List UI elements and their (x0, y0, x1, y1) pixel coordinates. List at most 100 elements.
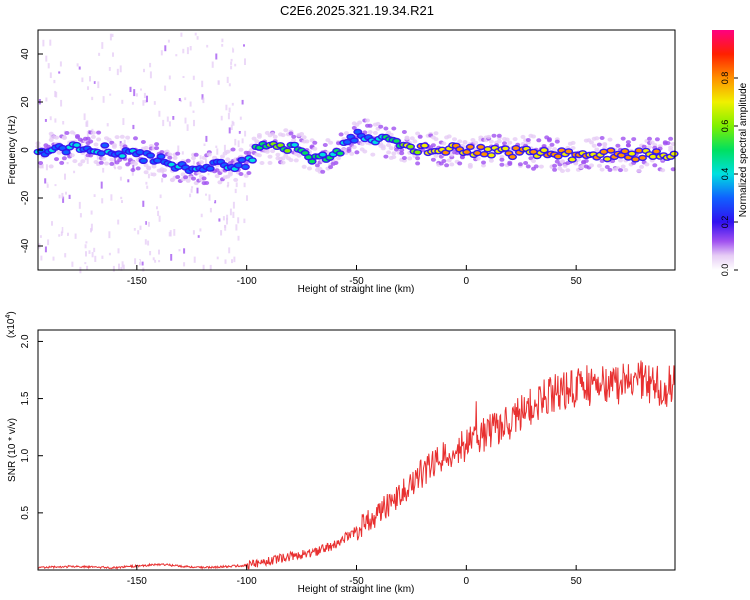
ridge-haze (670, 167, 676, 172)
ridge-haze (583, 158, 589, 163)
noise-speckle (215, 53, 218, 60)
spectrogram-marks (33, 32, 679, 274)
noise-speckle (179, 49, 182, 53)
ridge-core (59, 146, 66, 150)
ridge-haze (415, 131, 421, 136)
ridge-core (207, 166, 214, 171)
ridge-haze (528, 156, 534, 161)
noise-speckle (230, 61, 233, 65)
ridge-haze (151, 164, 157, 169)
ridge-haze (61, 136, 67, 140)
noise-speckle (62, 196, 65, 203)
noise-speckle (192, 110, 195, 113)
ridge-haze (328, 165, 334, 170)
noise-speckle (178, 98, 181, 101)
noise-speckle (79, 188, 81, 196)
noise-speckle (173, 160, 176, 164)
ridge-core (477, 145, 484, 149)
ridge-haze (359, 141, 365, 146)
ridge-haze (133, 161, 138, 166)
noise-speckle (58, 234, 61, 237)
noise-speckle (216, 117, 219, 121)
noise-speckle (207, 172, 210, 176)
ridge-core (502, 146, 509, 151)
ridge-core (607, 148, 614, 153)
noise-speckle (48, 173, 51, 180)
ridge-haze (560, 169, 565, 173)
noise-speckle (196, 187, 199, 194)
noise-speckle (144, 221, 147, 225)
ridge-haze (191, 176, 196, 181)
noise-speckle (149, 71, 152, 79)
ridge-core (650, 154, 656, 159)
y-tick-label: -40 (20, 238, 31, 253)
noise-speckle (146, 95, 148, 103)
ridge-haze (430, 143, 436, 148)
ridge-haze (496, 133, 502, 138)
ridge-haze (496, 139, 502, 144)
noise-speckle (168, 231, 171, 237)
noise-speckle (110, 194, 113, 201)
ridge-haze (523, 161, 529, 165)
ridge-haze (283, 128, 289, 133)
ridge-haze (154, 146, 160, 151)
ridge-haze (162, 173, 167, 178)
ridge-haze (462, 140, 468, 145)
ridge-haze (38, 164, 44, 169)
noise-speckle (147, 240, 150, 246)
ridge-haze (538, 164, 544, 169)
ridge-core (119, 154, 126, 158)
x-tick-label: -150 (127, 276, 147, 287)
ridge-haze (351, 125, 357, 130)
noise-speckle (189, 193, 192, 198)
noise-speckle (135, 93, 138, 97)
ridge-haze (625, 140, 631, 145)
ridge-haze (56, 150, 62, 155)
ridge-core (639, 156, 646, 160)
noise-speckle (88, 250, 91, 254)
ridge-haze (111, 144, 117, 149)
noise-speckle (78, 66, 81, 70)
noise-speckle (220, 230, 223, 236)
noise-speckle (91, 252, 94, 258)
noise-speckle (91, 96, 94, 101)
ridge-haze (589, 163, 594, 168)
noise-speckle (202, 264, 205, 271)
ridge-haze (191, 156, 196, 161)
noise-speckle (169, 60, 171, 65)
ridge-haze (636, 168, 642, 173)
noise-speckle (129, 252, 132, 259)
noise-speckle (194, 32, 197, 36)
ridge-haze (80, 159, 86, 164)
noise-speckle (229, 48, 232, 55)
ridge-haze (668, 145, 674, 150)
ridge-haze (560, 159, 565, 164)
noise-speckle (62, 235, 65, 239)
ridge-haze (488, 139, 494, 144)
noise-speckle (96, 153, 99, 160)
ridge-haze (386, 143, 392, 148)
noise-speckle (156, 206, 158, 210)
ridge-core (530, 150, 537, 154)
ridge-haze (291, 134, 297, 139)
noise-speckle (121, 261, 124, 268)
ridge-core (671, 152, 678, 156)
ridge-core (565, 149, 572, 154)
noise-speckle (136, 129, 138, 133)
ridge-core (484, 147, 491, 151)
noise-speckle (235, 136, 238, 144)
noise-speckle (220, 220, 223, 224)
ridge-haze (185, 158, 191, 163)
noise-speckle (224, 62, 226, 69)
noise-speckle (177, 43, 180, 50)
ridge-core (393, 139, 400, 143)
ridge-core (618, 153, 625, 158)
noise-speckle (147, 221, 150, 227)
noise-speckle (142, 200, 145, 207)
noise-speckle (133, 69, 136, 73)
noise-speckle (93, 247, 96, 253)
noise-speckle (216, 148, 219, 155)
noise-speckle (190, 188, 193, 193)
noise-speckle (139, 225, 142, 230)
noise-speckle (221, 187, 224, 195)
